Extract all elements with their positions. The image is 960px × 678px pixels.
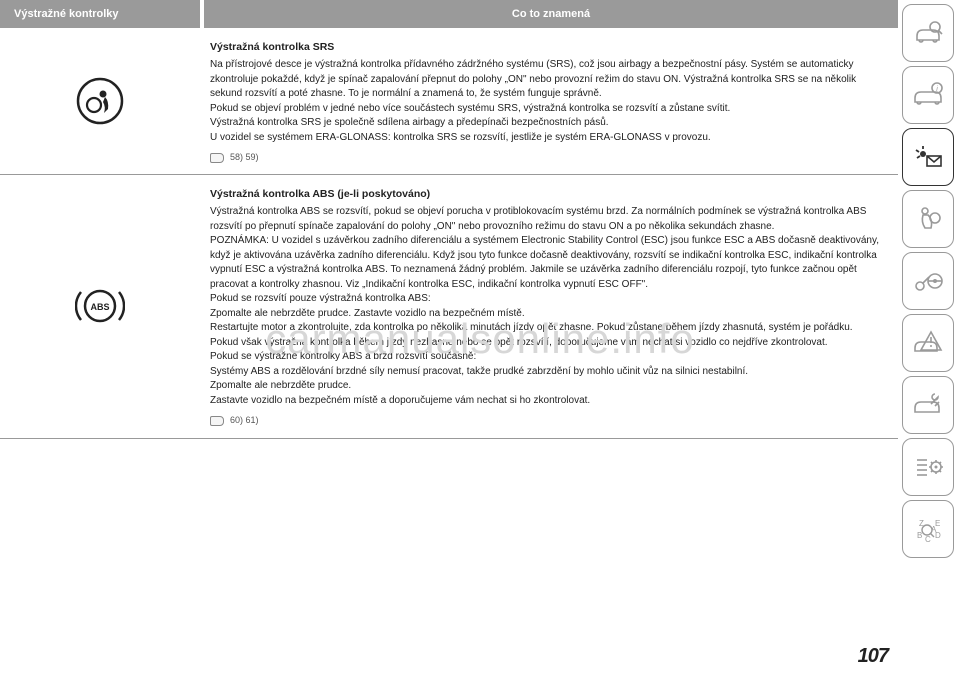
- svg-text:C: C: [925, 535, 931, 544]
- row-srs: Výstražná kontrolka SRS Na přístrojové d…: [0, 28, 898, 175]
- text-col-abs: Výstražná kontrolka ABS (je-li poskytová…: [200, 175, 898, 437]
- srs-p1: Na přístrojové desce je výstražná kontro…: [210, 58, 884, 102]
- tab-warning-lights[interactable]: [902, 128, 954, 186]
- abs-p8: Systémy ABS a rozdělování brzdné síly ne…: [210, 365, 884, 380]
- srs-title: Výstražná kontrolka SRS: [210, 40, 884, 55]
- tab-seat-airbag[interactable]: [902, 190, 954, 248]
- svg-text:ABS: ABS: [90, 302, 109, 312]
- row-abs: ABS Výstražná kontrolka ABS (je-li posky…: [0, 175, 898, 438]
- header-right: Co to znamená: [204, 0, 898, 28]
- abs-p1: Výstražná kontrolka ABS se rozsvítí, pok…: [210, 205, 884, 234]
- srs-p2: Pokud se objeví problém v jedné nebo víc…: [210, 102, 884, 117]
- note-icon: [210, 153, 224, 163]
- srs-note: 58) 59): [230, 151, 259, 164]
- icon-col-srs: [0, 28, 200, 174]
- abs-p10: Zastavte vozidlo na bezpečném místě a do…: [210, 394, 884, 409]
- table-header: Výstražné kontrolky Co to znamená: [0, 0, 898, 28]
- abs-icon: ABS: [75, 284, 125, 328]
- abs-note-row: 60) 61): [210, 414, 884, 427]
- abs-title: Výstražná kontrolka ABS (je-li poskytová…: [210, 187, 884, 202]
- page-number: 107: [858, 645, 888, 668]
- airbag-icon: [76, 77, 124, 125]
- tab-settings-list[interactable]: [902, 438, 954, 496]
- text-col-srs: Výstražná kontrolka SRS Na přístrojové d…: [200, 28, 898, 174]
- tab-index[interactable]: ZEBCDA: [902, 500, 954, 558]
- tab-car-info[interactable]: i: [902, 66, 954, 124]
- srs-p4: U vozidel se systémem ERA-GLONASS: kontr…: [210, 131, 884, 146]
- abs-p9: Zpomalte ale nebrzděte prudce.: [210, 379, 884, 394]
- abs-p5: Restartujte motor a zkontrolujte, zda ko…: [210, 321, 884, 336]
- abs-note: 60) 61): [230, 414, 259, 427]
- tab-hazard[interactable]: [902, 314, 954, 372]
- srs-note-row: 58) 59): [210, 151, 884, 164]
- tab-search-car[interactable]: [902, 4, 954, 62]
- svg-text:B: B: [917, 531, 922, 540]
- sidebar: i ZEBCDA: [898, 0, 960, 678]
- header-left: Výstražné kontrolky: [0, 0, 200, 28]
- tab-service[interactable]: [902, 376, 954, 434]
- note-icon: [210, 416, 224, 426]
- srs-p3: Výstražná kontrolka SRS je společně sdíl…: [210, 116, 884, 131]
- icon-col-abs: ABS: [0, 175, 200, 437]
- abs-p6: Pokud však výstražná kontrolka během jíz…: [210, 336, 884, 351]
- abs-p7: Pokud se výstražné kontrolky ABS a brzd …: [210, 350, 884, 365]
- abs-p4: Zpomalte ale nebrzděte prudce. Zastavte …: [210, 307, 884, 322]
- tab-key-steering[interactable]: [902, 252, 954, 310]
- abs-p3: Pokud se rozsvítí pouze výstražná kontro…: [210, 292, 884, 307]
- abs-p2: POZNÁMKA: U vozidel s uzávěrkou zadního …: [210, 234, 884, 292]
